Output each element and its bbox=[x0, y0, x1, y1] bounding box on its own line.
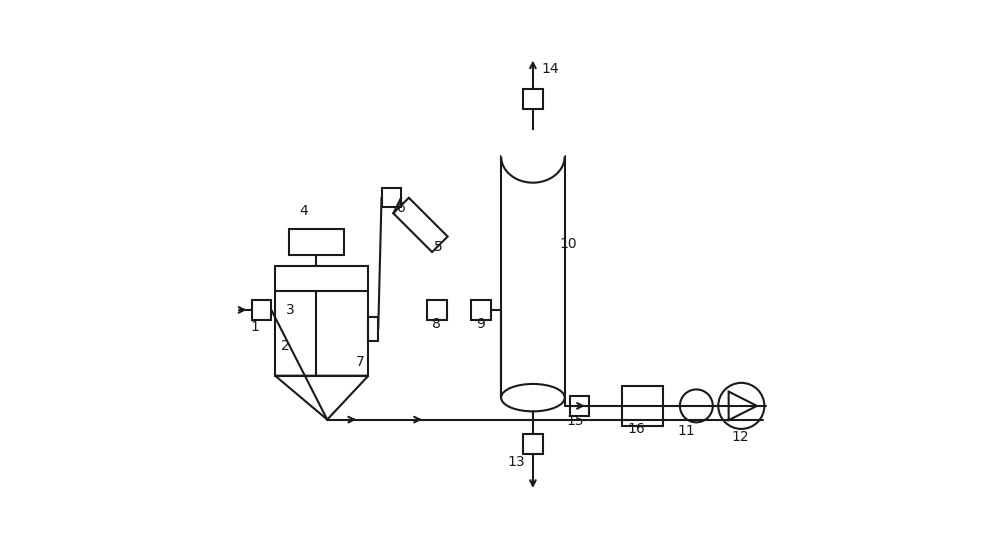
Text: 15: 15 bbox=[567, 414, 584, 428]
Bar bbox=[471, 300, 491, 320]
Text: 9: 9 bbox=[476, 317, 485, 331]
Text: 4: 4 bbox=[299, 204, 308, 218]
Text: 6: 6 bbox=[397, 202, 406, 216]
Text: 10: 10 bbox=[560, 237, 577, 251]
Bar bbox=[382, 188, 401, 207]
Bar bbox=[427, 300, 447, 320]
Text: 12: 12 bbox=[731, 430, 749, 444]
Bar bbox=[570, 396, 589, 416]
Text: 14: 14 bbox=[542, 61, 559, 75]
Text: 5: 5 bbox=[434, 240, 443, 254]
Text: 2: 2 bbox=[281, 338, 289, 352]
Text: 1: 1 bbox=[250, 320, 259, 335]
Text: 8: 8 bbox=[432, 317, 441, 331]
Text: 16: 16 bbox=[627, 423, 645, 437]
Text: 7: 7 bbox=[356, 355, 365, 369]
Bar bbox=[622, 386, 663, 425]
Bar bbox=[252, 300, 271, 320]
Bar bbox=[523, 434, 543, 454]
Polygon shape bbox=[500, 130, 566, 156]
Text: 3: 3 bbox=[286, 303, 295, 317]
Text: 11: 11 bbox=[678, 424, 695, 438]
Bar bbox=[523, 89, 543, 109]
Bar bbox=[289, 229, 344, 255]
Text: 13: 13 bbox=[508, 455, 525, 469]
